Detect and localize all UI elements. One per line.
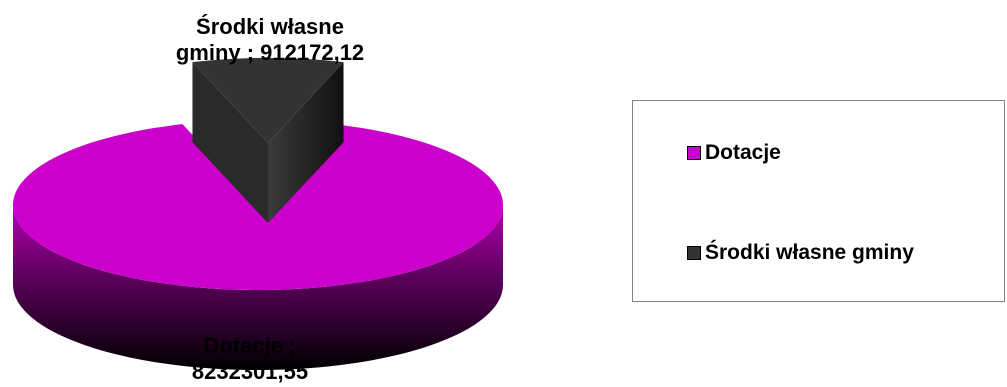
legend-item-dotacje: Dotacje	[687, 141, 781, 165]
legend-label-dotacje: Dotacje	[705, 141, 781, 164]
pie-slice-srodki-wall	[268, 62, 344, 223]
pie-chart	[12, 58, 503, 370]
legend: Dotacje Środki własne gminy	[632, 100, 1005, 302]
data-label-dotacje: Dotacje ; 8232301,55	[150, 333, 350, 385]
data-label-srodki-line1: Środki własne	[196, 14, 344, 39]
data-label-dotacje-line1: Dotacje ;	[203, 333, 297, 358]
legend-swatch-srodki	[687, 246, 701, 260]
legend-swatch-dotacje	[687, 146, 701, 160]
data-label-dotacje-line2: 8232301,55	[191, 359, 309, 384]
legend-label-srodki: Środki własne gminy	[705, 241, 914, 264]
data-label-srodki: Środki własne gminy ; 912172,12	[150, 14, 390, 66]
data-label-srodki-line2: gminy ; 912172,12	[175, 40, 365, 65]
pie-slice-dotacje-side	[13, 205, 503, 370]
pie-slice-srodki	[192, 58, 344, 144]
legend-item-srodki: Środki własne gminy	[687, 241, 914, 265]
pie-slice-srodki-wall-left	[192, 62, 268, 223]
